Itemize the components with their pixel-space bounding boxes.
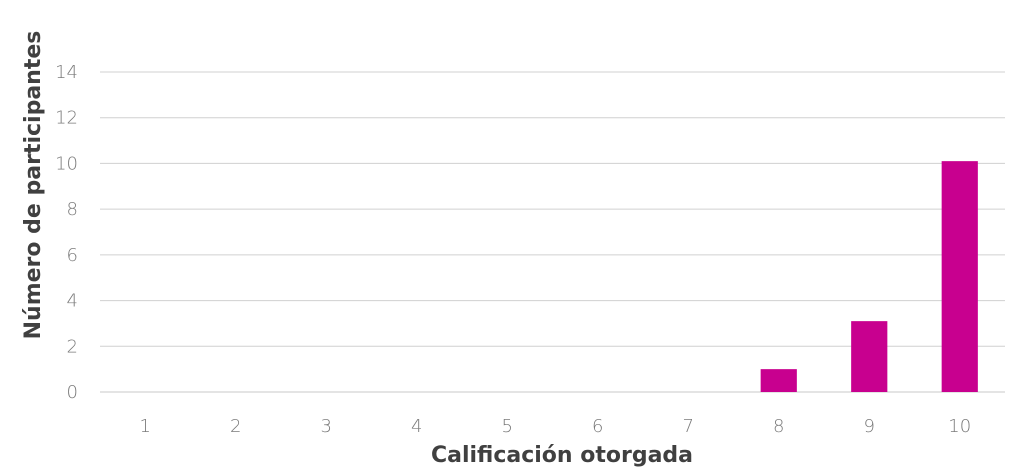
x-tick-label: 7 <box>683 416 694 437</box>
x-tick-label: 10 <box>948 416 971 437</box>
y-axis-title: Número de participantes <box>21 31 46 340</box>
x-tick-label: 2 <box>230 416 241 437</box>
x-tick-label: 3 <box>321 416 332 437</box>
x-tick-label: 4 <box>411 416 422 437</box>
x-tick-label: 9 <box>864 416 875 437</box>
bar-10 <box>941 161 978 392</box>
x-tick-label: 5 <box>502 416 513 437</box>
gridlines <box>100 71 1005 393</box>
bar-8 <box>760 369 797 392</box>
x-tick-label: 1 <box>140 416 151 437</box>
bar-9 <box>851 321 888 392</box>
y-axis-ticks: 0 2 4 6 8 10 12 14 <box>55 62 78 403</box>
y-tick-label: 10 <box>55 153 78 174</box>
y-tick-label: 2 <box>67 336 78 357</box>
y-tick-label: 0 <box>67 382 78 403</box>
x-tick-label: 6 <box>592 416 603 437</box>
y-tick-label: 12 <box>55 108 78 129</box>
bars <box>760 161 978 392</box>
x-axis-title: Calificación otorgada <box>431 443 693 468</box>
x-axis-ticks: 1 2 3 4 5 6 7 8 9 10 <box>140 416 972 437</box>
y-tick-label: 14 <box>55 62 78 83</box>
y-tick-label: 4 <box>67 291 78 312</box>
y-tick-label: 8 <box>67 199 78 220</box>
x-tick-label: 8 <box>773 416 784 437</box>
y-tick-label: 6 <box>67 245 78 266</box>
